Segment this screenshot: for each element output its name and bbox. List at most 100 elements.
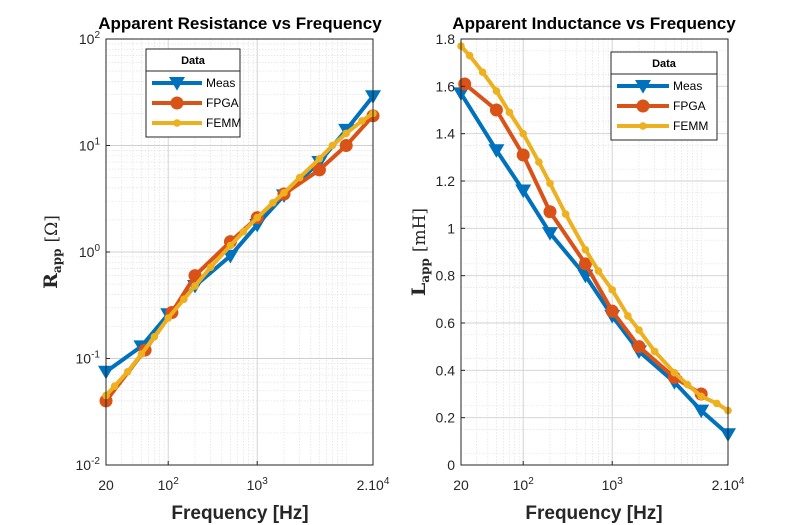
inductance-data-point-femm [478, 68, 487, 76]
inductance-data-point-femm [581, 245, 590, 254]
resistance-title: Apparent Resistance vs Frequency [98, 14, 382, 33]
resistance-data-point-femm [328, 141, 337, 150]
inductance-title: Apparent Inductance vs Frequency [452, 14, 736, 33]
inductance-legend-title: Data [652, 58, 677, 70]
inductance-data-point-meas [515, 184, 532, 199]
resistance-x-tick-label: 20 [98, 477, 114, 493]
resistance-data-point-meas [311, 155, 328, 170]
inductance-data-point-fpga [516, 148, 530, 162]
resistance-data-point-femm [206, 263, 215, 271]
inductance-y-tick-label: 0.8 [436, 268, 456, 284]
resistance-data-point-femm [342, 129, 351, 138]
inductance-data-point-femm [519, 129, 528, 138]
inductance-data-point-femm [561, 210, 570, 218]
resistance-data-point-femm [253, 213, 262, 222]
resistance-data-point-fpga [188, 269, 202, 283]
inductance-series [453, 42, 736, 442]
resistance-legend: Data Meas FPGA FEMM [145, 48, 241, 138]
inductance-y-tick-label: 1 [447, 220, 455, 236]
resistance-data-point-fpga [339, 139, 353, 152]
inductance-data-point-meas [488, 144, 505, 158]
resistance-data-point-femm [191, 282, 199, 290]
inductance-x-tick-label: 2.104 [712, 476, 745, 493]
inductance-y-label-main: L [408, 283, 430, 296]
resistance-y-tick-label: 10-1 [76, 350, 101, 367]
resistance-data-point-femm [137, 350, 146, 358]
inductance-y-label-sub: app [418, 258, 432, 283]
inductance-x-axis-label: Frequency [Hz] [525, 503, 662, 524]
inductance-data-point-femm [624, 312, 632, 320]
inductance-y-tick-label: 0.4 [436, 362, 456, 378]
inductance-data-point-fpga [578, 257, 592, 271]
inductance-legend-label-meas: Meas [673, 79, 702, 93]
inductance-legend-marker-fpga [636, 99, 650, 113]
resistance-legend-title: Data [181, 55, 206, 67]
resistance-legend-label-femm: FEMM [206, 116, 241, 130]
inductance-data-point-femm [594, 267, 603, 275]
resistance-data-point-femm [315, 155, 324, 163]
inductance-legend-marker-meas [635, 80, 651, 94]
resistance-data-point-femm [110, 382, 119, 390]
inductance-x-tick-label: 20 [453, 477, 469, 493]
inductance-data-point-fpga [543, 205, 557, 219]
resistance-y-label-unit: [Ω] [42, 215, 62, 242]
inductance-data-point-femm [608, 286, 617, 294]
resistance-y-tick-label: 10-2 [76, 456, 101, 473]
inductance-y-tick-label: 1.4 [436, 126, 456, 142]
resistance-legend-marker-meas [169, 77, 185, 91]
resistance-data-point-femm [180, 295, 188, 304]
inductance-x-tick-label: 102 [513, 476, 535, 493]
resistance-x-axis-label: Frequency [Hz] [171, 503, 308, 524]
inductance-axes-box [460, 38, 729, 466]
inductance-ticks: 20 102 103 2.104 0 0.2 0.4 0.6 0.8 1 1.2 1.4 1.6 1.8 [436, 31, 745, 493]
resistance-x-tick-label: 102 [158, 476, 180, 493]
inductance-data-point-femm [697, 392, 706, 401]
resistance-x-tick-label: 2.104 [357, 476, 390, 493]
inductance-data-point-femm [465, 51, 474, 60]
inductance-y-label-unit: [mH] [410, 208, 430, 252]
inductance-data-point-femm [505, 108, 514, 117]
resistance-data-point-femm [280, 188, 288, 197]
inductance-legend: Data Meas FPGA FEMM [610, 51, 718, 141]
resistance-y-label-sub: app [50, 249, 64, 274]
inductance-y-axis-label: Lapp [mH] [408, 208, 432, 296]
resistance-data-point-femm [295, 173, 304, 182]
resistance-data-point-femm [123, 368, 132, 376]
inductance-legend-marker-femm [639, 122, 647, 130]
inductance-x-tick-label: 103 [602, 476, 624, 493]
resistance-ticks: 20 102 103 2.104 10-2 10-1 100 101 102 [76, 30, 390, 493]
resistance-y-label-main: R [40, 273, 62, 289]
resistance-series [98, 90, 381, 408]
inductance-data-point-fpga [632, 340, 646, 354]
resistance-y-tick-label: 100 [79, 243, 101, 260]
resistance-data-point-femm [150, 332, 159, 341]
inductance-data-point-fpga [489, 103, 503, 117]
resistance-legend-marker-fpga [170, 96, 184, 110]
inductance-y-tick-label: 0.2 [436, 410, 456, 426]
inductance-data-point-fpga [458, 77, 472, 91]
resistance-y-axis-label: Rapp [Ω] [40, 215, 64, 289]
inductance-data-point-femm [650, 347, 659, 356]
inductance-data-point-femm [670, 368, 679, 377]
inductance-chart: 20 102 103 2.10400.20.40.60.811.21.41.61.8 … [408, 14, 745, 524]
inductance-data-point-femm [635, 326, 643, 334]
inductance-y-tick-label: 1.8 [436, 31, 456, 47]
inductance-legend-label-fpga: FPGA [673, 99, 706, 113]
inductance-y-tick-label: 0 [447, 457, 455, 473]
resistance-data-point-femm [269, 198, 277, 207]
inductance-data-point-femm [535, 158, 543, 166]
inductance-data-point-meas [693, 404, 710, 419]
inductance-y-tick-label: 1.2 [436, 173, 456, 189]
resistance-data-point-femm [226, 241, 235, 250]
resistance-data-point-femm [239, 227, 248, 236]
inductance-y-tick-label: 1.6 [436, 78, 456, 94]
resistance-data-point-meas [222, 249, 239, 264]
resistance-data-point-femm [164, 314, 173, 322]
resistance-legend-label-fpga: FPGA [206, 96, 239, 110]
resistance-legend-label-meas: Meas [206, 76, 235, 90]
resistance-legend-marker-femm [173, 119, 181, 127]
inductance-data-point-meas [542, 227, 558, 241]
inductance-data-point-femm [683, 380, 692, 389]
resistance-y-tick-label: 101 [79, 137, 101, 154]
